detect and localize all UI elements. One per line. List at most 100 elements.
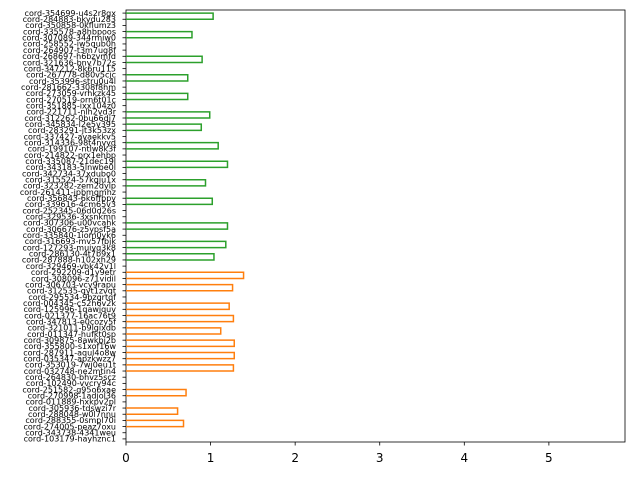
dendrogram-link [126,160,229,169]
leaf-label: cord-323282-zem2dylp [23,182,116,191]
dendrogram-link [126,327,222,335]
leaf-label: cord-351885-ixx104z0 [26,101,116,110]
dendrogram-link [126,55,203,64]
dendrogram-link [126,351,236,360]
leaf-label: cord-335840-1iom0yk6 [23,231,116,240]
leaf-label: cord-343738-4341weu [25,429,116,438]
x-tick-label: 5 [545,451,553,465]
dendrogram-link [126,92,189,101]
leaf-label: cord-127293-muiyq3k8 [22,243,116,252]
leaf-label: cord-307306-u00vcahk [23,219,116,228]
leaf-label: cord-312262-0bu66dj7 [24,114,116,123]
x-tick-label: 1 [207,451,215,465]
leaf-label: cord-258552-iw5qub0h [23,40,116,49]
leaf-label: cord-032748-ne2mtin4 [24,367,116,376]
x-axis: 0 1 2 3 4 5 [122,442,553,465]
leaf-label: cord-103179-hayhznc1 [24,435,116,444]
dendrogram-link [126,271,245,280]
leaf-label: cord-350858-0kflumz3 [25,21,116,30]
leaf-label: cord-292209-d1y9etr [31,268,117,277]
leaf-label: cord-283291-jt3k53zx [28,126,116,135]
leaf-label: cord-295534-9bzqrtqf [28,293,116,302]
leaf-label: cord-035347-apzkwzz7 [23,354,116,363]
leaf-label: cord-353996-stru0u4l [29,77,116,86]
dendrogram-link [126,388,187,397]
leaf-label: cord-274005-peaz7oxu [24,422,116,431]
leaf-label: cord-281662-3308f8hm [21,83,116,92]
leaf-label: cord-287911-aqul4o8w [23,348,116,357]
dendrogram-link [126,141,219,150]
dendrogram-link [126,123,203,132]
leaf-label: cord-264830-bhvz5scz [25,373,116,382]
dendrogram-link [126,283,234,292]
dendrogram-link [126,240,227,249]
leaf-label: cord-335578-a8hbpoos [23,27,116,36]
leaf-labels: cord-354699-u4s2r8gxcord-284883-bkydu283… [20,9,126,444]
leaf-label: cord-342734-37xdubo0 [22,169,116,178]
dendrogram-link [126,222,229,230]
dendrogram-link [126,339,236,348]
leaf-label: cord-309875-8awkbj2b [24,336,116,345]
dendrogram-link [126,30,193,39]
leaf-label: cord-270519-orn6t01c [26,95,116,104]
dendrogram-link [126,111,211,119]
leaf-label: cord-345834-l2e5v395 [25,120,116,129]
leaf-label: cord-315524-57kqju1x [25,176,116,185]
leaf-label: cord-252345-06d0d26s [22,206,116,215]
dendrogram-link [126,419,185,428]
dendrogram-links [126,12,245,428]
leaf-label: cord-287888-h102xh29 [22,256,116,265]
leaf-label: cord-273059-vrhkzk45 [26,89,116,98]
leaf-label: cord-251582-g95o6xae [22,385,116,394]
leaf-label: cord-321011-b9lgixdb [28,324,116,333]
leaf-label: cord-354699-u4s2r8gx [25,9,117,18]
leaf-label: cord-306703-vcy9rapu [25,280,116,289]
leaf-label: cord-264907-t3m7ug8f [23,46,116,55]
dendrogram-link [126,302,230,311]
dendrogram-link [126,407,179,415]
leaf-label: cord-356843-6k6ffbpy [27,194,116,203]
leaf-label: cord-339616-4cm65v3 [25,200,116,209]
leaf-label: cord-261411-jpbmqmhz [20,188,116,197]
dendrogram-link [126,12,214,21]
leaf-label: cord-268697-h6bzvmfd [22,52,116,61]
leaf-label: cord-305936-tdswzi7r [28,404,116,413]
dendrogram-link [126,314,235,323]
leaf-label: cord-355800-s1xof16w [24,342,116,351]
leaf-label: cord-353019-7wj0eu1t [25,361,116,370]
leaf-label: cord-312535-qyt1zvqt [27,287,116,296]
leaf-label: cord-337427-avaekkv5 [24,132,116,141]
x-tick-label: 3 [376,451,384,465]
leaf-label: cord-314336-98t4nvyd [24,138,116,147]
plot-frame [125,9,626,443]
x-tick-label: 0 [122,451,130,465]
leaf-label: cord-021377-16ac76t9 [24,311,116,320]
leaf-label: cord-316693-mv57fbjk [25,237,117,246]
leaf-label: cord-284883-bkydu283 [23,15,116,24]
leaf-label: cord-102490-vvcry94c [26,379,116,388]
dendrogram-link [126,178,207,187]
leaf-label: cord-288048-w0l7nnu [28,410,116,419]
leaf-label: cord-286130-4t7b9x1 [29,250,116,259]
x-tick-label: 4 [460,451,468,465]
leaf-label: cord-221711-nlh2vd3r [27,108,117,117]
leaf-label: cord-347212-8k6ru115 [24,64,116,73]
leaf-label: cord-267778-d80v5cjc [26,71,116,80]
dendrogram-link [126,197,214,206]
leaf-label: cord-288355-0smpl70i [25,416,116,425]
leaf-label: cord-343183-5lnwbe0l [26,163,116,172]
leaf-label: cord-347813-e0cozy5f [26,317,116,326]
leaf-label: cord-321636-bnv7b72s [23,58,116,67]
leaf-label: cord-199107-ntlw8k3f [28,145,117,154]
leaf-label: cord-011889-hxkpv2pl [26,398,116,407]
x-tick-label: 2 [291,451,299,465]
dendrogram-link [126,74,189,82]
leaf-label: cord-125996-1qawiquv [23,305,116,314]
leaf-label: cord-335087-21dec19l [25,157,116,166]
leaf-label: cord-308096-z71vidil [31,274,116,283]
leaf-label: cord-214822-prx1ehbp [24,151,116,160]
leaf-label: cord-270998-1adjol36 [28,392,116,401]
leaf-label: cord-307089-344rmiw0 [22,34,116,43]
leaf-label: cord-306676-z5ypsf5a [26,225,116,234]
